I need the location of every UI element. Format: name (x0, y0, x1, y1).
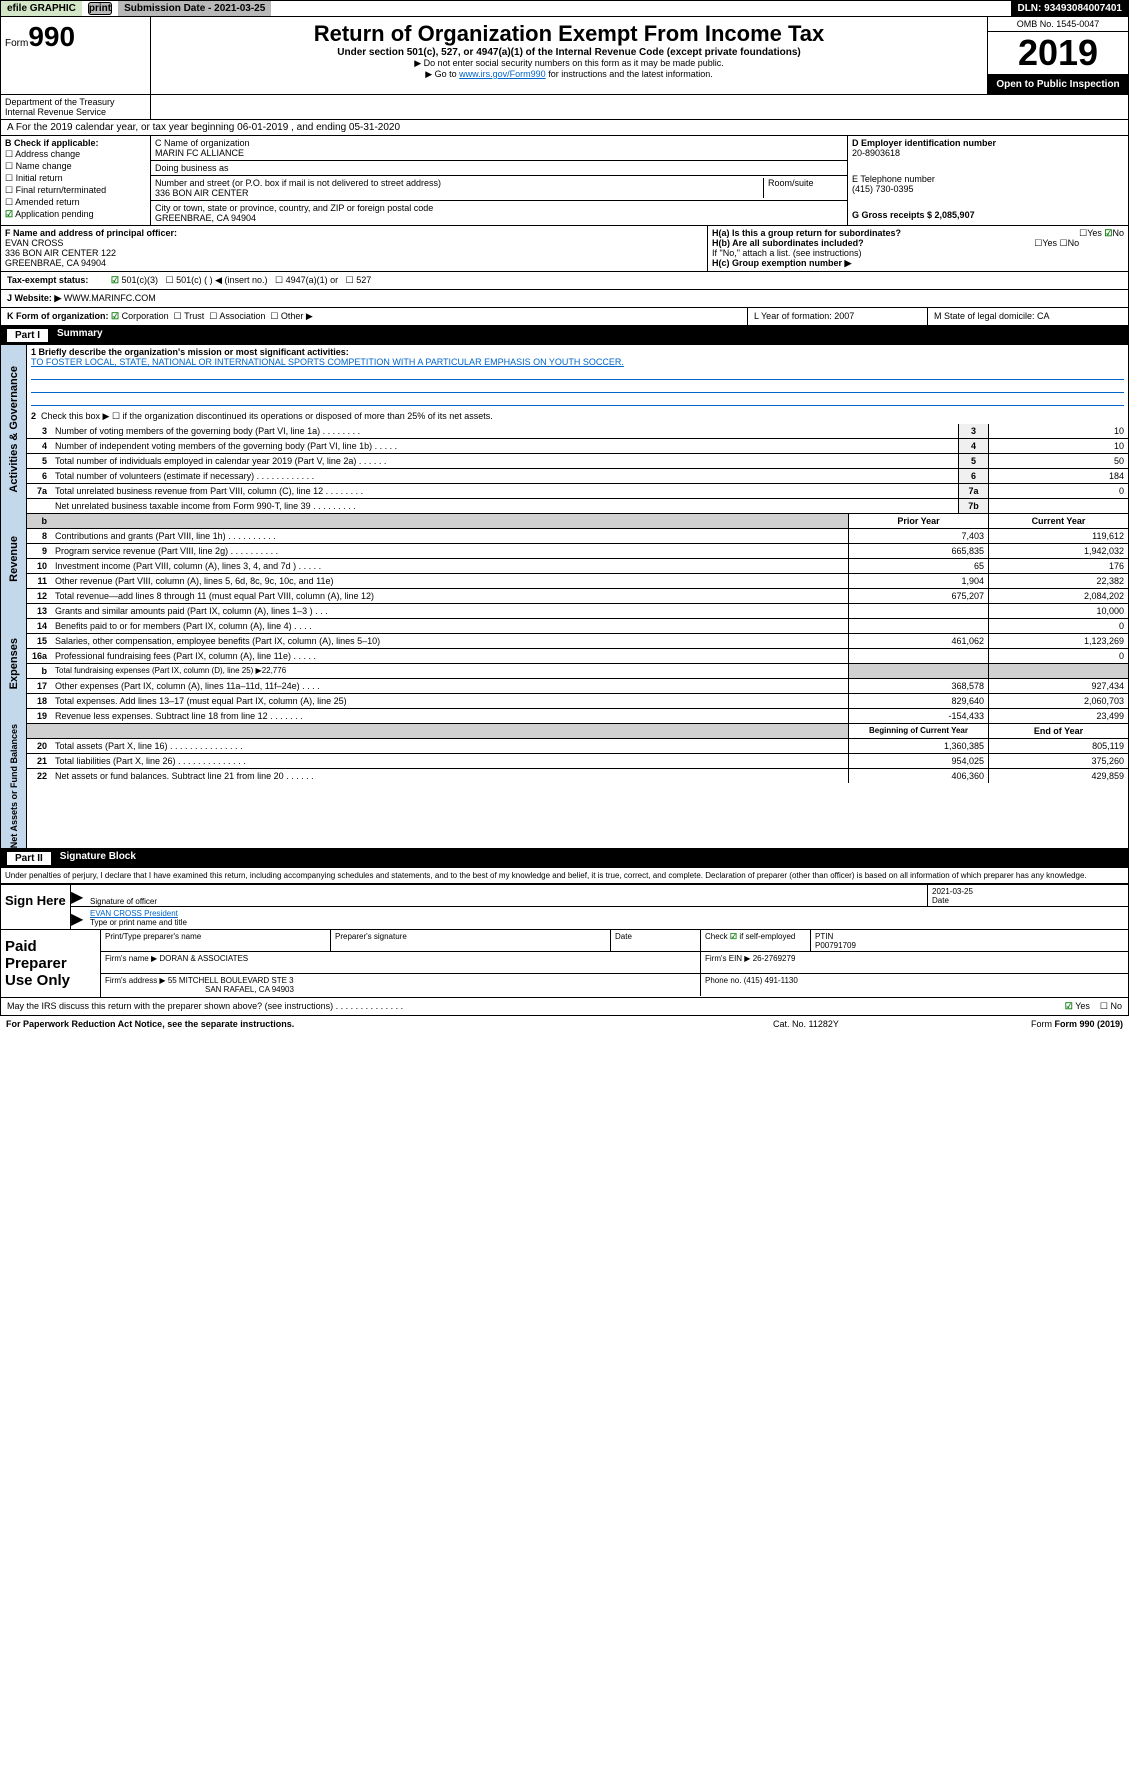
year-box: OMB No. 1545-0047 2019 Open to Public In… (988, 17, 1128, 94)
open-public: Open to Public Inspection (988, 75, 1128, 94)
discuss-yes[interactable]: ☑ Yes (1065, 1001, 1090, 1012)
vert-expenses: Expenses (1, 604, 27, 724)
form-word: Form (5, 38, 28, 49)
column-f: F Name and address of principal officer:… (1, 226, 708, 271)
row-i: Tax-exempt status: ☑ 501(c)(3) ☐ 501(c) … (0, 272, 1129, 290)
activities-governance: Activities & Governance 1 Briefly descri… (0, 345, 1129, 514)
tax-year: 2019 (988, 32, 1128, 75)
part-2-header: Part II Signature Block (0, 849, 1129, 868)
omb-number: OMB No. 1545-0047 (988, 17, 1128, 32)
chk-address[interactable]: ☐ Address change (5, 149, 146, 160)
form-box: Form990 (1, 17, 151, 94)
instruction-2: ▶ Go to www.irs.gov/Form990 for instruct… (155, 69, 983, 80)
chk-final[interactable]: ☐ Final return/terminated (5, 185, 146, 196)
column-h: H(a) Is this a group return for subordin… (708, 226, 1128, 271)
header-row: Form990 Return of Organization Exempt Fr… (0, 17, 1129, 95)
officer-name: EVAN CROSS PresidentType or print name a… (86, 907, 1128, 929)
column-b: B Check if applicable: ☐ Address change … (1, 136, 151, 225)
column-d: D Employer identification number 20-8903… (848, 136, 1128, 225)
chk-amended[interactable]: ☐ Amended return (5, 197, 146, 208)
vert-revenue: Revenue (1, 514, 27, 604)
expenses-section: Expenses 13Grants and similar amounts pa… (0, 604, 1129, 724)
self-employed-check[interactable]: Check ☑ if self-employed (701, 930, 811, 951)
sign-section: Sign Here ▶ Signature of officer 2021-03… (0, 884, 1129, 930)
sig-date: 2021-03-25Date (928, 885, 1128, 906)
topbar: efile GRAPHIC print Submission Date - 20… (0, 0, 1129, 17)
irs-link[interactable]: www.irs.gov/Form990 (459, 69, 546, 79)
chk-app-pending[interactable]: ☑ Application pending (5, 209, 146, 220)
org-name-block: C Name of organization MARIN FC ALLIANCE (151, 136, 847, 161)
submission-date: Submission Date - 2021-03-25 (118, 1, 271, 16)
dln-label: DLN: 93493084007401 (1011, 1, 1128, 16)
hb-row: H(b) Are all subordinates included? ☐Yes… (712, 238, 1124, 248)
address-block: Number and street (or P.O. box if mail i… (151, 176, 847, 201)
q2: 2 Check this box ▶ ☐ if the organization… (27, 409, 1128, 424)
officer-sig[interactable]: Signature of officer (86, 885, 928, 906)
form-number: 990 (28, 21, 75, 52)
title-box: Return of Organization Exempt From Incom… (151, 17, 988, 94)
city-block: City or town, state or province, country… (151, 201, 847, 225)
q1: 1 Briefly describe the organization's mi… (27, 345, 1128, 409)
row-km: K Form of organization: ☑ Corporation ☐ … (0, 308, 1129, 326)
ha-row: H(a) Is this a group return for subordin… (712, 228, 1124, 238)
paid-preparer-section: Paid Preparer Use Only Print/Type prepar… (0, 930, 1129, 998)
arrow-icon: ▶ (71, 885, 86, 906)
discuss-no[interactable]: ☐ No (1100, 1001, 1122, 1012)
discuss-row: May the IRS discuss this return with the… (0, 998, 1129, 1016)
chk-name[interactable]: ☐ Name change (5, 161, 146, 172)
chk-501c3[interactable]: ☑ (111, 275, 119, 285)
main-title: Return of Organization Exempt From Incom… (155, 21, 983, 47)
paid-label: Paid Preparer Use Only (1, 930, 101, 997)
penalty-text: Under penalties of perjury, I declare th… (0, 868, 1129, 884)
arrow-icon: ▶ (71, 907, 86, 929)
dept-row: Department of the Treasury Internal Reve… (0, 95, 1129, 120)
row-j: J Website: ▶ WWW.MARINFC.COM (0, 290, 1129, 308)
revenue-section: Revenue bPrior YearCurrent Year 8Contrib… (0, 514, 1129, 604)
print-button[interactable]: print (88, 2, 112, 15)
dept-label: Department of the Treasury Internal Reve… (1, 95, 151, 119)
b-header: B Check if applicable: (5, 138, 146, 148)
section-bcd: B Check if applicable: ☐ Address change … (0, 136, 1129, 226)
row-k: K Form of organization: ☑ Corporation ☐ … (1, 308, 748, 325)
part-1-header: Part I Summary (0, 326, 1129, 345)
subtitle: Under section 501(c), 527, or 4947(a)(1)… (155, 47, 983, 58)
sign-here-label: Sign Here (1, 885, 71, 929)
row-m: M State of legal domicile: CA (928, 308, 1128, 325)
efile-label: efile GRAPHIC (1, 1, 82, 16)
vert-activities: Activities & Governance (1, 345, 27, 514)
line-a: A For the 2019 calendar year, or tax yea… (0, 120, 1129, 136)
row-l: L Year of formation: 2007 (748, 308, 928, 325)
column-c: C Name of organization MARIN FC ALLIANCE… (151, 136, 848, 225)
section-fg: F Name and address of principal officer:… (0, 226, 1129, 272)
instruction-1: ▶ Do not enter social security numbers o… (155, 58, 983, 69)
net-assets-section: Net Assets or Fund Balances Beginning of… (0, 724, 1129, 849)
website-link[interactable]: WWW.MARINFC.COM (61, 293, 155, 303)
vert-net-assets: Net Assets or Fund Balances (1, 724, 27, 848)
chk-initial[interactable]: ☐ Initial return (5, 173, 146, 184)
footer: For Paperwork Reduction Act Notice, see … (0, 1016, 1129, 1032)
dba-block: Doing business as (151, 161, 847, 176)
